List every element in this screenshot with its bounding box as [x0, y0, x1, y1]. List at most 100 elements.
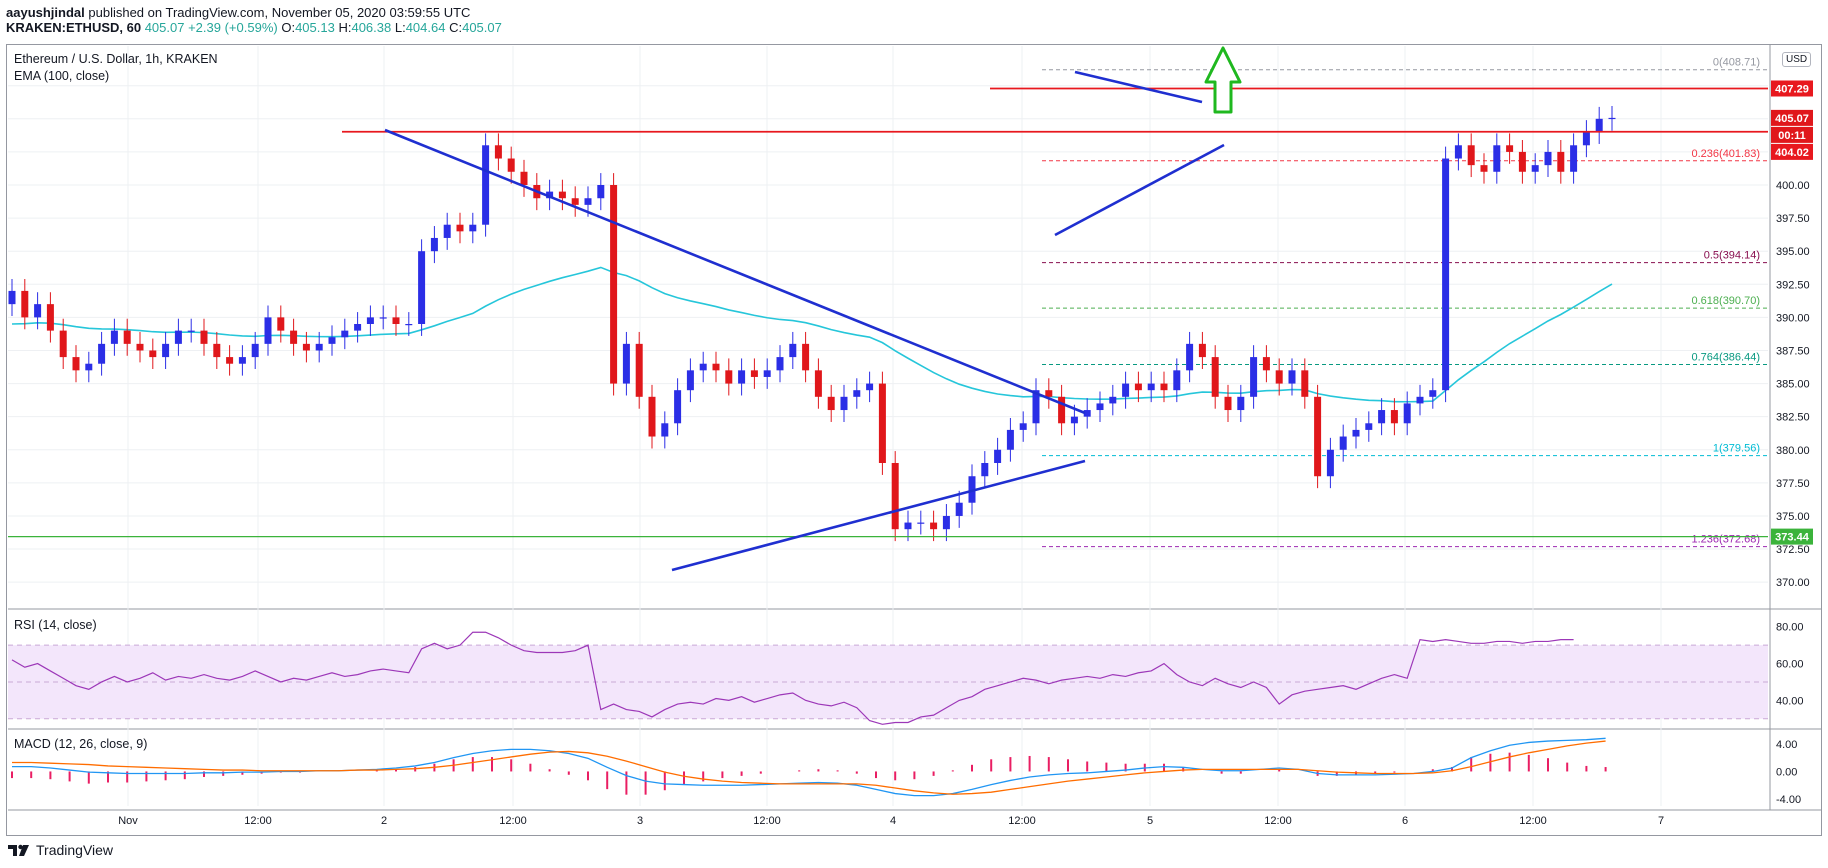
candle-body	[1454, 145, 1462, 159]
candle-body	[123, 330, 131, 344]
candle-body	[1224, 396, 1232, 411]
rsi-line	[11, 631, 1574, 725]
macd-pane	[11, 737, 1607, 797]
close-label: C:	[449, 20, 463, 35]
price-tick-label: 372.50	[1776, 544, 1810, 556]
candle-body	[1403, 403, 1411, 424]
price-axis: 407.50405.00402.50400.00397.50395.00392.…	[1771, 80, 1813, 806]
candle-body	[1506, 145, 1514, 152]
time-tick-label: 12:00	[753, 815, 781, 827]
rsi-pane-title: RSI (14, close)	[14, 618, 97, 632]
tradingview-logo-icon	[8, 844, 29, 856]
candle-body	[354, 324, 362, 331]
candle-body	[1250, 357, 1258, 397]
candle-body	[1262, 357, 1270, 371]
price-tick-label: 385.00	[1776, 379, 1810, 391]
fibonacci-label: 0(408.71)	[1713, 57, 1760, 69]
candle-body	[1608, 117, 1616, 120]
candle-body	[1493, 145, 1501, 172]
candle-body	[251, 343, 259, 358]
close-value: 405.07	[462, 20, 502, 35]
price-axis-badge	[1771, 109, 1813, 126]
candle-body	[98, 343, 106, 364]
candle-body	[891, 463, 899, 530]
candle-body	[1211, 357, 1219, 397]
footer-brand-label: TradingView	[36, 842, 114, 858]
candle-body	[1314, 396, 1322, 477]
candle-body	[1070, 416, 1078, 424]
candle-body	[558, 191, 566, 199]
rsi-tick-label: 80.00	[1776, 622, 1804, 634]
time-tick-label: 12:00	[1264, 815, 1292, 827]
time-tick-label: 2	[381, 815, 387, 827]
candle-body	[482, 145, 490, 225]
fibonacci-label: 1(379.56)	[1713, 443, 1760, 455]
time-tick-label: 7	[1658, 815, 1664, 827]
rsi-tick-label: 60.00	[1776, 659, 1804, 671]
candle-body	[1544, 151, 1552, 166]
price-axis-badge	[1771, 126, 1813, 143]
fibonacci-label: 1.236(372.68)	[1692, 534, 1761, 546]
footer-brand[interactable]: TradingView	[8, 842, 113, 858]
candle-body	[661, 423, 669, 437]
macd-pane-title: MACD (12, 26, close, 9)	[14, 737, 148, 751]
candle-body	[1378, 410, 1386, 424]
candle-body	[622, 343, 630, 384]
price-tick-label: 377.50	[1776, 478, 1810, 490]
trend-line	[1074, 70, 1203, 104]
candle-body	[456, 224, 464, 232]
fibonacci-label: 0.764(386.44)	[1692, 352, 1761, 364]
candle-body	[213, 343, 221, 358]
candle-body	[1083, 410, 1091, 417]
price-tick-label: 400.00	[1776, 180, 1810, 192]
high-label: H:	[338, 20, 352, 35]
currency-badge[interactable]: USD	[1782, 52, 1812, 67]
candle-body	[1531, 165, 1539, 172]
candle-body	[1173, 370, 1181, 391]
candle-body	[1198, 343, 1206, 358]
candle-body	[878, 383, 886, 463]
macd-tick-label: 0.00	[1776, 766, 1797, 778]
candle-body	[866, 383, 874, 391]
time-tick-label: Nov	[118, 815, 138, 827]
candle-body	[968, 476, 976, 503]
price-tick-label: 392.50	[1776, 279, 1810, 291]
time-axis: Nov 12:00 2 12:00 3 12:00 4 12:00 5 12:00 6 12:00 7	[118, 815, 1664, 827]
candle-body	[610, 185, 618, 384]
grid-lines	[8, 45, 1822, 811]
candle-body	[34, 304, 42, 318]
chart-frame	[6, 44, 1822, 836]
candle-body	[930, 522, 938, 530]
candle-body	[942, 515, 950, 530]
fibonacci-label: 0.5(394.14)	[1704, 250, 1760, 262]
candle-body	[1582, 132, 1590, 146]
main-pane-title: Ethereum / U.S. Dollar, 1h, KRAKEN	[14, 52, 218, 66]
candle-body	[494, 145, 502, 159]
publisher-name[interactable]: aayushjindal	[6, 5, 85, 20]
candle-body	[981, 463, 989, 477]
candles	[8, 105, 1616, 542]
publish-line: aayushjindal published on TradingView.co…	[6, 5, 470, 20]
candle-body	[1096, 403, 1104, 411]
low-value: 404.64	[405, 20, 446, 35]
candle-body	[1186, 343, 1194, 371]
price-tick-label: 397.50	[1776, 213, 1810, 225]
candle-body	[1570, 145, 1578, 172]
candle-body	[21, 290, 29, 318]
ema-legend: EMA (100, close)	[14, 69, 110, 83]
candle-body	[341, 330, 349, 338]
candle-body	[789, 343, 797, 358]
candle-body	[110, 330, 118, 344]
candle-body	[469, 224, 477, 232]
candle-body	[46, 304, 54, 331]
candle-body	[1467, 145, 1475, 166]
candle-body	[1237, 396, 1245, 411]
candle-body	[546, 191, 554, 199]
last-price: 405.07	[144, 20, 185, 35]
candle-body	[1301, 370, 1309, 397]
candle-body	[1288, 370, 1296, 384]
candle-body	[8, 290, 16, 305]
candle-body	[507, 158, 515, 172]
candle-body	[72, 357, 80, 371]
